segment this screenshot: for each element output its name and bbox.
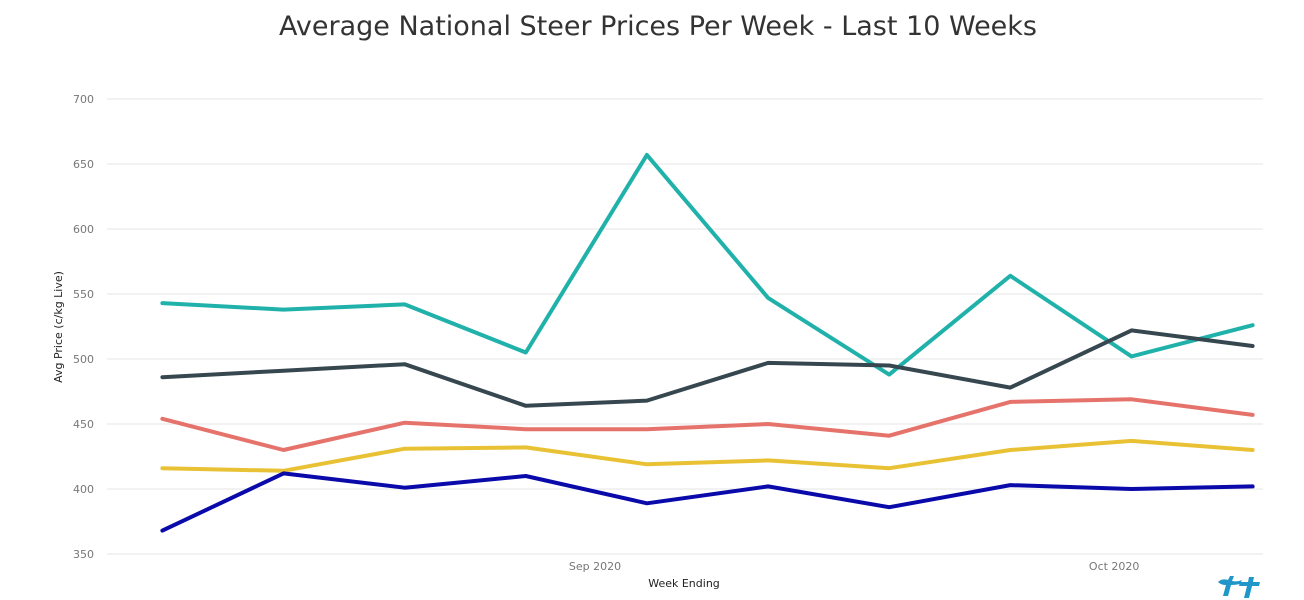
series-line-4 xyxy=(160,438,1255,473)
y-axis-label: Avg Price (c/kg Live) xyxy=(52,271,65,383)
y-tick-label: 400 xyxy=(73,483,94,496)
y-tick-label: 600 xyxy=(73,223,94,236)
x-axis-ticks: Sep 2020 Oct 2020 xyxy=(569,560,1140,573)
series-group xyxy=(160,152,1255,533)
chart-title: Average National Steer Prices Per Week -… xyxy=(279,11,1037,42)
y-tick-label: 500 xyxy=(73,353,94,366)
tt-logo-icon xyxy=(1218,576,1260,598)
y-tick-label: 550 xyxy=(73,288,94,301)
y-tick-label: 450 xyxy=(73,418,94,431)
y-tick-label: 650 xyxy=(73,158,94,171)
y-tick-label: 700 xyxy=(73,93,94,106)
x-tick-label: Sep 2020 xyxy=(569,560,621,573)
x-tick-label: Oct 2020 xyxy=(1089,560,1140,573)
x-axis-label: Week Ending xyxy=(648,577,720,590)
series-line-1 xyxy=(160,152,1255,377)
y-tick-label: 350 xyxy=(73,548,94,561)
series-line-5 xyxy=(160,471,1255,533)
series-line-2 xyxy=(160,328,1255,408)
series-line-3 xyxy=(160,397,1255,452)
y-axis-ticks: 350 400 450 500 550 600 650 700 xyxy=(73,93,94,561)
gridlines xyxy=(107,98,1263,555)
